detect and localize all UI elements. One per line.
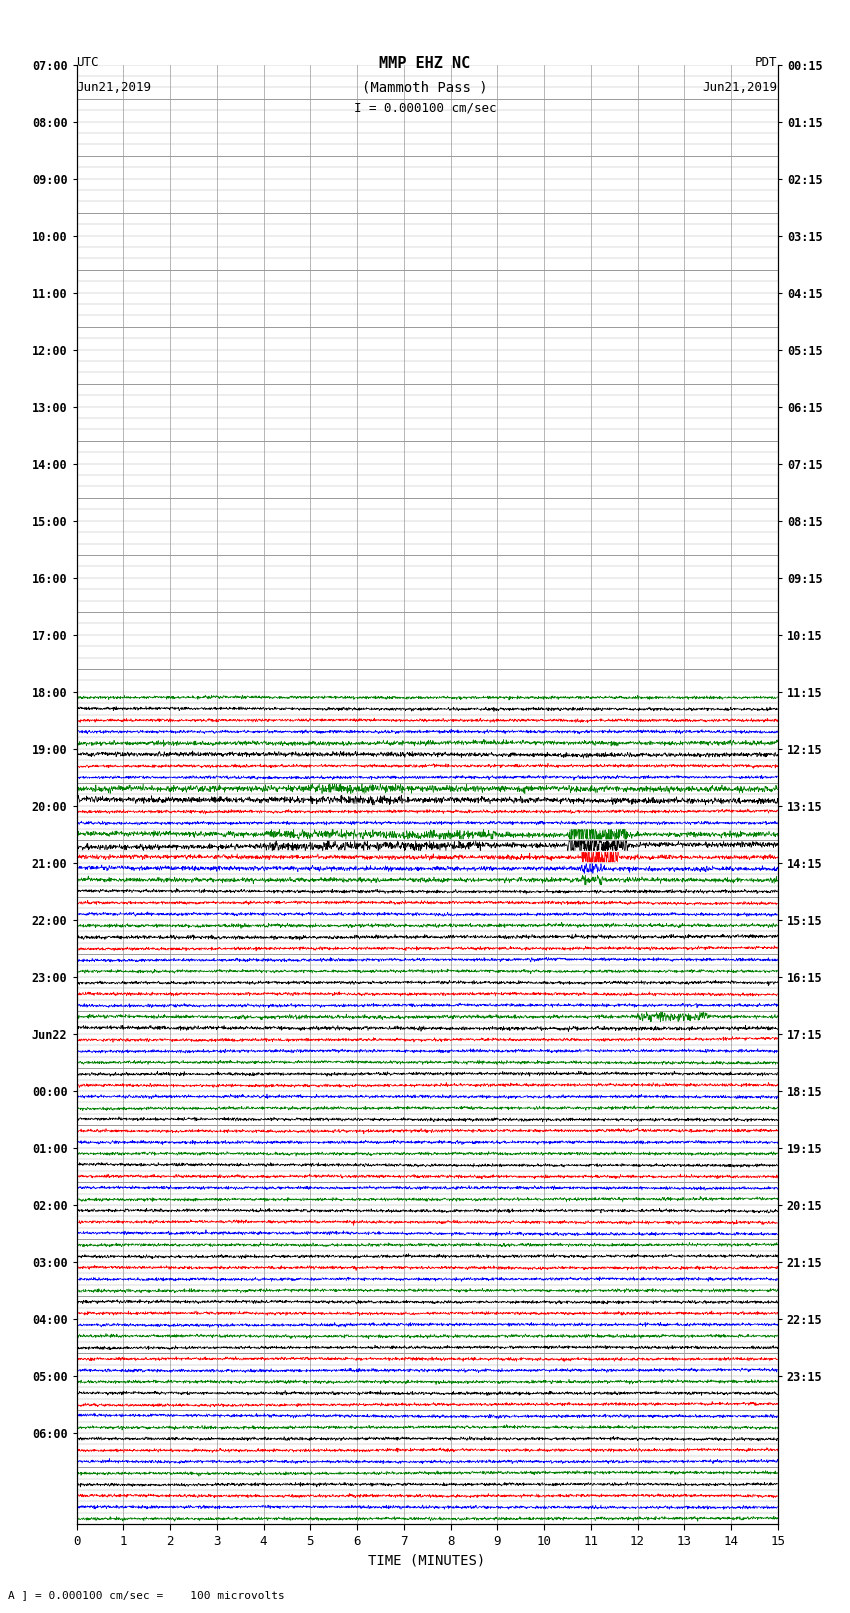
Text: A ] = 0.000100 cm/sec =    100 microvolts: A ] = 0.000100 cm/sec = 100 microvolts bbox=[8, 1590, 286, 1600]
Text: (Mammoth Pass ): (Mammoth Pass ) bbox=[362, 81, 488, 95]
Text: MMP EHZ NC: MMP EHZ NC bbox=[379, 56, 471, 71]
Text: Jun21,2019: Jun21,2019 bbox=[76, 81, 151, 94]
Text: Jun21,2019: Jun21,2019 bbox=[703, 81, 778, 94]
Text: UTC: UTC bbox=[76, 56, 99, 69]
Text: PDT: PDT bbox=[756, 56, 778, 69]
X-axis label: TIME (MINUTES): TIME (MINUTES) bbox=[369, 1553, 485, 1568]
Text: I = 0.000100 cm/sec: I = 0.000100 cm/sec bbox=[354, 102, 496, 115]
